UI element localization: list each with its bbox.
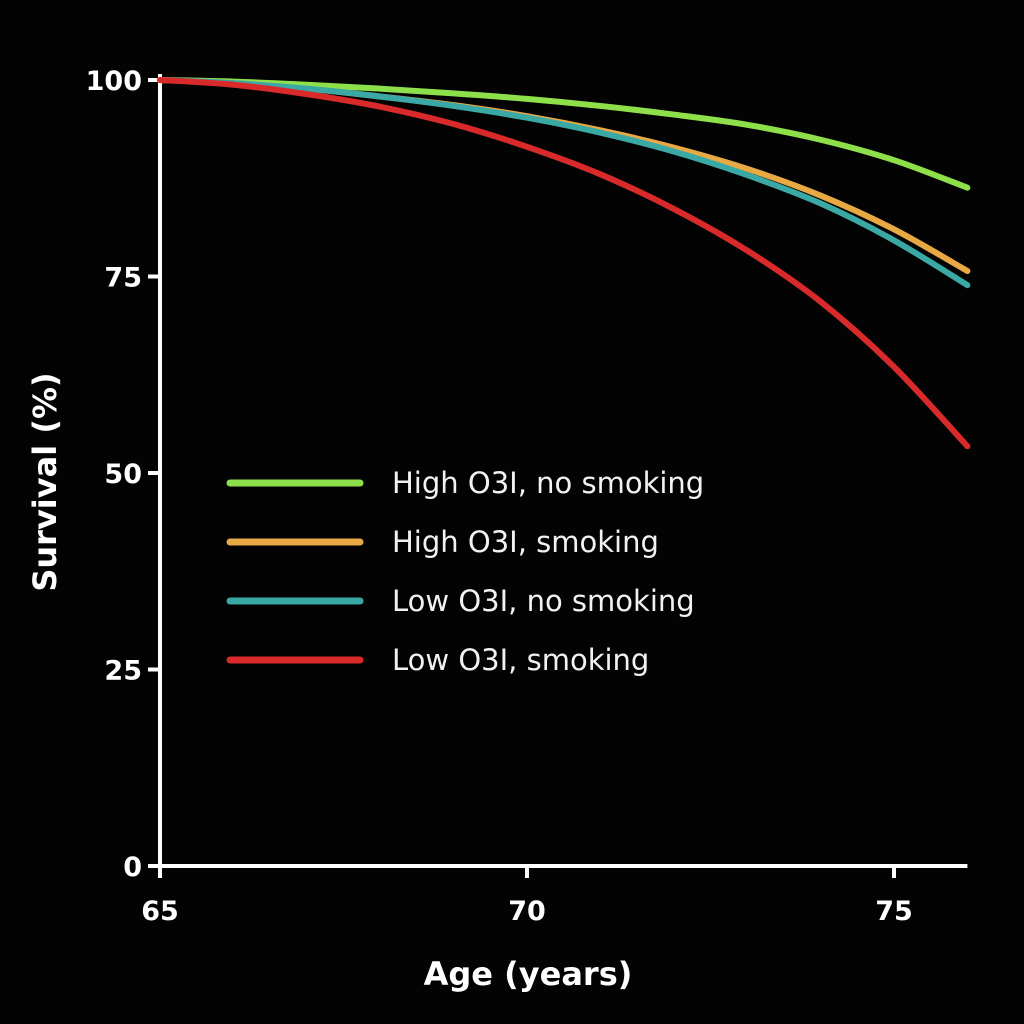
legend-label: High O3I, smoking (392, 525, 659, 559)
series-line-3 (157, 77, 971, 450)
y-tick-label: 25 (104, 656, 142, 687)
legend: High O3I, no smoking High O3I, smoking Low… (226, 466, 704, 677)
legend-label: High O3I, no smoking (392, 466, 704, 500)
axes: 0 25 50 75 100 65 70 75 (86, 66, 968, 927)
series-lines (157, 77, 971, 450)
y-tick-label: 75 (104, 263, 142, 294)
legend-label: Low O3I, no smoking (392, 584, 695, 618)
legend-label: Low O3I, smoking (392, 643, 649, 677)
series-line-0 (157, 77, 971, 191)
x-tick-label: 75 (875, 896, 913, 927)
x-tick-label: 70 (508, 896, 546, 927)
series-line-1 (157, 77, 971, 274)
x-tick-label: 65 (141, 896, 179, 927)
x-axis-label: Age (years) (424, 955, 633, 993)
y-tick-label: 100 (86, 66, 142, 97)
y-axis-label: Survival (%) (26, 372, 64, 591)
y-tick-label: 0 (123, 852, 142, 883)
y-tick-label: 50 (104, 459, 142, 490)
series-line-2 (157, 77, 971, 289)
